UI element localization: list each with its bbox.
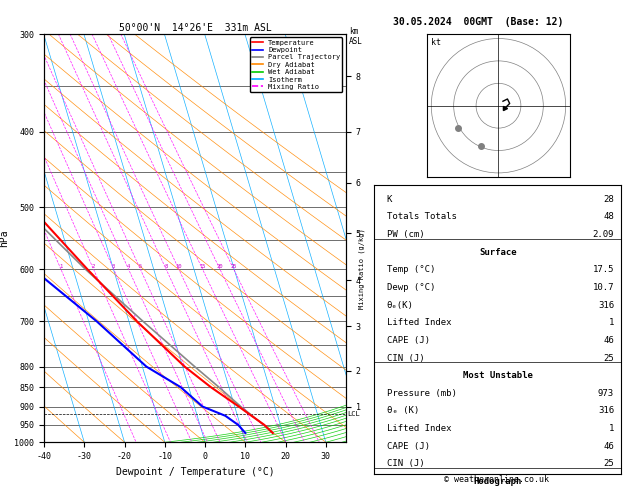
Text: 5: 5 <box>138 264 142 269</box>
Text: Surface: Surface <box>479 248 516 257</box>
Text: Most Unstable: Most Unstable <box>463 371 533 380</box>
Text: CIN (J): CIN (J) <box>387 353 424 363</box>
Text: 10: 10 <box>175 264 182 269</box>
Text: 4: 4 <box>127 264 130 269</box>
Text: 20: 20 <box>216 264 223 269</box>
Text: K: K <box>387 195 392 204</box>
Text: Dewp (°C): Dewp (°C) <box>387 283 435 292</box>
Text: 28: 28 <box>603 195 614 204</box>
Text: Mixing Ratio (g/kg): Mixing Ratio (g/kg) <box>358 229 365 310</box>
Text: CAPE (J): CAPE (J) <box>387 336 430 345</box>
Text: Lifted Index: Lifted Index <box>387 318 451 327</box>
Text: 25: 25 <box>603 459 614 469</box>
Text: Temp (°C): Temp (°C) <box>387 265 435 275</box>
Text: Lifted Index: Lifted Index <box>387 424 451 433</box>
Y-axis label: hPa: hPa <box>0 229 9 247</box>
Text: 17.5: 17.5 <box>593 265 614 275</box>
Text: 25: 25 <box>230 264 237 269</box>
Text: 8: 8 <box>164 264 168 269</box>
X-axis label: Dewpoint / Temperature (°C): Dewpoint / Temperature (°C) <box>116 467 274 477</box>
Text: Hodograph: Hodograph <box>474 477 522 486</box>
Text: 316: 316 <box>598 406 614 416</box>
Text: km
ASL: km ASL <box>349 27 363 46</box>
Text: 1: 1 <box>59 264 62 269</box>
Text: 46: 46 <box>603 336 614 345</box>
Text: CIN (J): CIN (J) <box>387 459 424 469</box>
Text: 1: 1 <box>609 318 614 327</box>
Text: PW (cm): PW (cm) <box>387 230 424 239</box>
Text: 2.09: 2.09 <box>593 230 614 239</box>
Text: 25: 25 <box>603 353 614 363</box>
Text: LCL: LCL <box>347 411 360 417</box>
Text: Totals Totals: Totals Totals <box>387 212 457 222</box>
Text: 10.7: 10.7 <box>593 283 614 292</box>
Text: 48: 48 <box>603 212 614 222</box>
Text: 316: 316 <box>598 301 614 310</box>
Text: 15: 15 <box>199 264 206 269</box>
Text: 46: 46 <box>603 442 614 451</box>
Text: Pressure (mb): Pressure (mb) <box>387 389 457 398</box>
Text: CAPE (J): CAPE (J) <box>387 442 430 451</box>
Text: © weatheronline.co.uk: © weatheronline.co.uk <box>445 474 549 484</box>
Text: 3: 3 <box>112 264 115 269</box>
Text: 1: 1 <box>609 424 614 433</box>
Text: kt: kt <box>431 38 441 47</box>
Text: 30.05.2024  00GMT  (Base: 12): 30.05.2024 00GMT (Base: 12) <box>393 17 563 27</box>
Title: 50°00'N  14°26'E  331m ASL: 50°00'N 14°26'E 331m ASL <box>119 23 271 33</box>
Text: θₑ(K): θₑ(K) <box>387 301 413 310</box>
Text: θₑ (K): θₑ (K) <box>387 406 419 416</box>
Legend: Temperature, Dewpoint, Parcel Trajectory, Dry Adiabat, Wet Adiabat, Isotherm, Mi: Temperature, Dewpoint, Parcel Trajectory… <box>250 37 342 92</box>
Text: 2: 2 <box>92 264 95 269</box>
Text: 973: 973 <box>598 389 614 398</box>
